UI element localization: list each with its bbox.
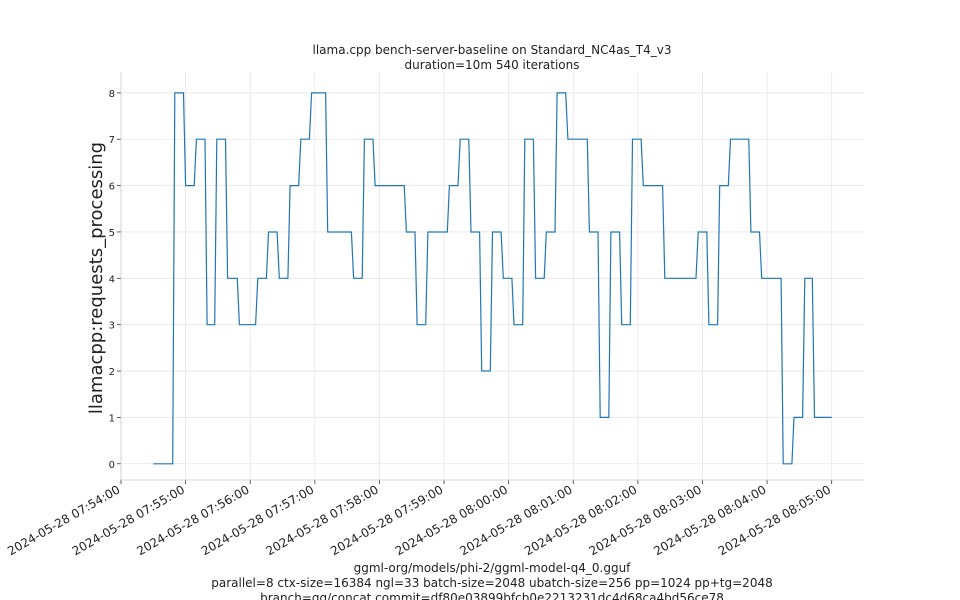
grid — [120, 72, 864, 480]
x-tick-label: 2024-05-28 08:04:00 — [651, 482, 768, 558]
x-tick-label: 2024-05-28 08:03:00 — [587, 482, 704, 558]
y-tick-label: 6 — [109, 182, 115, 193]
x-axis-label-line-1: ggml-org/models/phi-2/ggml-model-q4_0.gg… — [354, 561, 632, 575]
y-tick-label: 1 — [109, 413, 115, 424]
x-axis-label-line-3: branch=gg/concat commit=df80e03899bfcb0e… — [260, 591, 724, 600]
series-line — [153, 92, 832, 465]
x-axis-label-line-2: parallel=8 ctx-size=16384 ngl=33 batch-s… — [211, 576, 772, 590]
y-tick-label: 4 — [109, 274, 115, 285]
x-tick-label: 2024-05-28 08:01:00 — [457, 482, 574, 558]
y-tick-label: 5 — [109, 228, 115, 239]
x-tick-label: 2024-05-28 07:59:00 — [328, 482, 445, 558]
y-tick-label: 0 — [109, 460, 115, 471]
x-tick-label: 2024-05-28 08:02:00 — [522, 482, 639, 558]
y-tick-label: 3 — [109, 321, 115, 332]
y-tick-label: 8 — [109, 89, 115, 100]
x-tick-label: 2024-05-28 07:58:00 — [264, 482, 381, 558]
y-tick-labels: 0 1 2 3 4 5 6 7 8 — [109, 89, 115, 471]
y-tick-label: 2 — [109, 367, 115, 378]
axes — [117, 72, 864, 484]
series-group — [153, 92, 832, 465]
chart-subtitle: duration=10m 540 iterations — [405, 58, 580, 72]
y-tick-label: 7 — [109, 135, 115, 146]
chart-title: llama.cpp bench-server-baseline on Stand… — [313, 43, 672, 57]
x-tick-label: 2024-05-28 07:54:00 — [5, 482, 122, 558]
x-tick-label: 2024-05-28 08:05:00 — [716, 482, 833, 558]
y-axis-label: llamacpp:requests_processing — [86, 142, 107, 414]
x-tick-label: 2024-05-28 07:56:00 — [134, 482, 251, 558]
x-tick-label: 2024-05-28 08:00:00 — [393, 482, 510, 558]
x-tick-label: 2024-05-28 07:57:00 — [199, 482, 316, 558]
x-tick-label: 2024-05-28 07:55:00 — [70, 482, 187, 558]
